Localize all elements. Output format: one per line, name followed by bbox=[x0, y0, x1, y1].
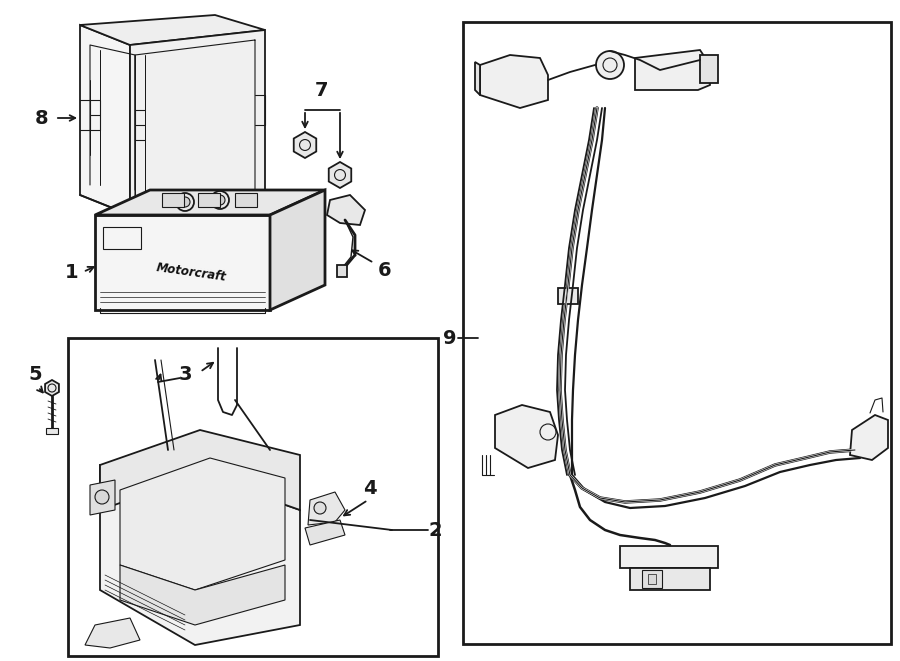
Polygon shape bbox=[328, 162, 351, 188]
Circle shape bbox=[596, 51, 624, 79]
Polygon shape bbox=[270, 190, 325, 310]
Polygon shape bbox=[293, 132, 316, 158]
Text: 5: 5 bbox=[28, 366, 41, 385]
Polygon shape bbox=[80, 25, 130, 215]
Polygon shape bbox=[337, 265, 347, 277]
Polygon shape bbox=[95, 215, 270, 310]
Text: 7: 7 bbox=[315, 81, 328, 100]
Bar bbox=[235, 193, 257, 207]
Bar bbox=[463, 22, 891, 644]
Bar bbox=[642, 570, 662, 588]
Circle shape bbox=[176, 193, 194, 211]
Text: 9: 9 bbox=[443, 329, 456, 348]
Polygon shape bbox=[45, 380, 58, 396]
Bar bbox=[648, 574, 656, 584]
Text: 6: 6 bbox=[378, 260, 392, 280]
Polygon shape bbox=[85, 618, 140, 648]
Polygon shape bbox=[480, 55, 548, 108]
Polygon shape bbox=[80, 15, 265, 45]
Polygon shape bbox=[305, 520, 345, 545]
Polygon shape bbox=[327, 195, 365, 225]
Polygon shape bbox=[630, 568, 710, 590]
Circle shape bbox=[215, 195, 225, 205]
Polygon shape bbox=[46, 428, 58, 434]
Bar bbox=[103, 227, 141, 249]
Polygon shape bbox=[850, 415, 888, 460]
Polygon shape bbox=[120, 565, 285, 625]
Polygon shape bbox=[130, 30, 265, 215]
Text: Motorcraft: Motorcraft bbox=[156, 260, 227, 284]
Text: 8: 8 bbox=[35, 108, 49, 128]
Bar bbox=[68, 338, 438, 656]
Polygon shape bbox=[308, 492, 345, 525]
Text: 4: 4 bbox=[364, 479, 377, 498]
Polygon shape bbox=[635, 50, 710, 90]
Polygon shape bbox=[95, 190, 325, 215]
Polygon shape bbox=[620, 546, 718, 568]
Polygon shape bbox=[495, 405, 558, 468]
Polygon shape bbox=[90, 480, 115, 515]
Polygon shape bbox=[100, 465, 300, 645]
Circle shape bbox=[314, 502, 326, 514]
Text: 2: 2 bbox=[428, 520, 442, 539]
Polygon shape bbox=[475, 62, 480, 95]
Circle shape bbox=[211, 191, 229, 209]
Bar bbox=[162, 193, 184, 207]
Text: 1: 1 bbox=[65, 262, 79, 282]
Bar bbox=[700, 55, 718, 83]
Circle shape bbox=[95, 490, 109, 504]
Bar bbox=[558, 288, 578, 304]
Circle shape bbox=[180, 197, 190, 207]
Polygon shape bbox=[120, 458, 285, 590]
Bar bbox=[198, 193, 220, 207]
Polygon shape bbox=[100, 430, 300, 510]
Text: 3: 3 bbox=[178, 366, 192, 385]
